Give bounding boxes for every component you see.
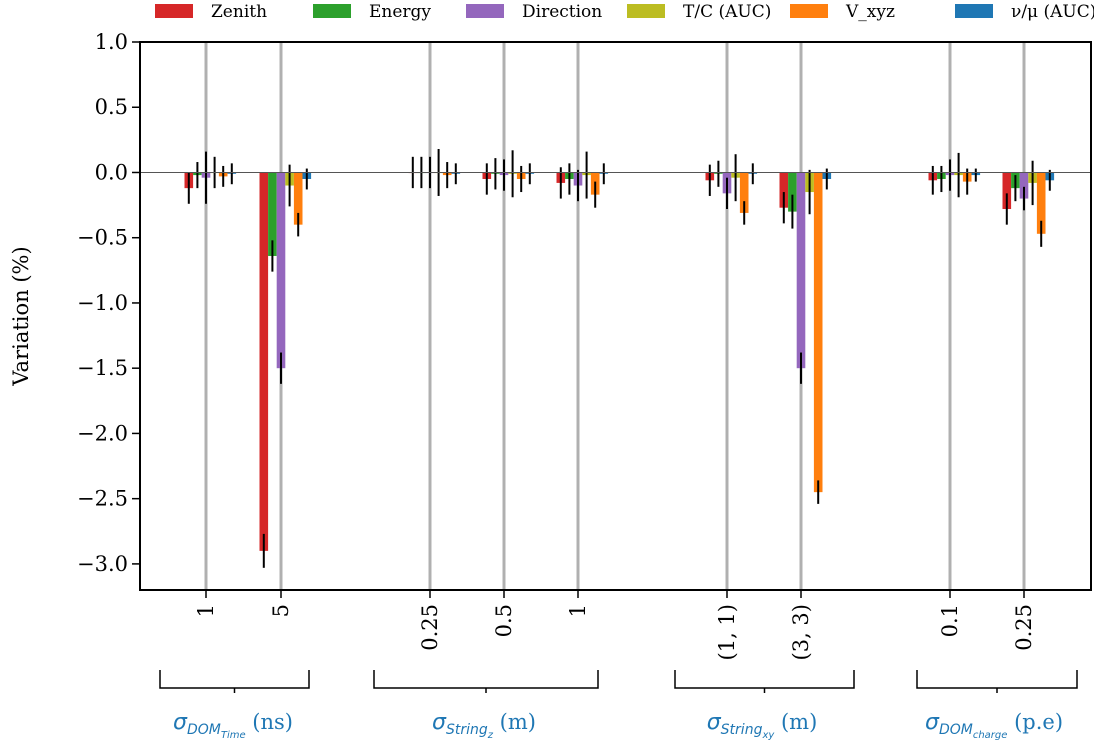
y-tick-label: −3.0 bbox=[77, 552, 128, 576]
legend-swatch bbox=[627, 4, 665, 18]
bar bbox=[276, 172, 286, 369]
legend: Zenith Energy Direction T/C (AUC) V_xyz ν/μ (… bbox=[155, 2, 1094, 22]
y-axis-label: Variation (%) bbox=[9, 246, 33, 386]
y-tick-label: 0.5 bbox=[95, 95, 128, 119]
y-tick-label: −1.0 bbox=[77, 291, 128, 315]
plot-frame bbox=[139, 41, 1092, 591]
legend-swatch bbox=[790, 4, 828, 18]
bar bbox=[796, 172, 806, 369]
bar bbox=[1002, 172, 1012, 210]
x-tick-label: 0.25 bbox=[418, 604, 442, 651]
bar bbox=[293, 172, 303, 225]
x-tick-label: 0.5 bbox=[492, 604, 516, 637]
bar bbox=[259, 172, 269, 551]
legend-swatch bbox=[955, 4, 993, 18]
group-label: σStringxy (m) bbox=[707, 710, 818, 741]
bar bbox=[788, 172, 797, 212]
y-tick-label: 0.0 bbox=[95, 160, 128, 184]
x-tick-label: 1 bbox=[194, 604, 218, 617]
error-bars bbox=[187, 148, 1051, 568]
x-tick-label: 5 bbox=[269, 604, 293, 617]
y-tick-label: 1.0 bbox=[95, 30, 128, 54]
legend-label: ν/μ (AUC) bbox=[1011, 2, 1094, 22]
legend-swatch bbox=[155, 4, 193, 18]
y-axis: 1.0 0.5 0.0 −0.5 −1.0 −1.5 −2.0 −2.5 −3.0 bbox=[77, 30, 140, 576]
x-axis: 1 5 0.25 0.5 1 (1, 1) (3, 3) 0.1 0.25 bbox=[194, 590, 1036, 660]
x-tick-label: (3, 3) bbox=[789, 604, 813, 660]
bar bbox=[1019, 172, 1029, 199]
legend-label: Energy bbox=[369, 2, 431, 22]
x-tick-label: 0.1 bbox=[938, 604, 962, 637]
group-label: σDOMcharge (p.e) bbox=[925, 710, 1063, 741]
group-bracket bbox=[916, 670, 1078, 689]
group-label: σStringz (m) bbox=[432, 710, 536, 741]
y-tick-label: −1.5 bbox=[77, 356, 128, 380]
bar bbox=[268, 172, 277, 256]
x-tick-label: 0.25 bbox=[1012, 604, 1036, 651]
bar bbox=[779, 172, 789, 208]
bars bbox=[184, 172, 1055, 551]
legend-label: Direction bbox=[522, 2, 602, 22]
y-tick-label: −2.5 bbox=[77, 487, 128, 511]
bar bbox=[813, 172, 823, 493]
legend-label: T/C (AUC) bbox=[683, 2, 771, 22]
group-label: σDOMTime (ns) bbox=[173, 710, 293, 741]
group-bracket bbox=[159, 670, 310, 689]
legend-swatch bbox=[466, 4, 504, 18]
x-tick-label: (1, 1) bbox=[715, 604, 739, 660]
bar bbox=[1036, 172, 1046, 234]
group-bracket bbox=[674, 670, 855, 689]
group-bracket bbox=[373, 670, 599, 689]
legend-swatch bbox=[313, 4, 351, 18]
vertical-grid bbox=[204, 42, 1026, 590]
legend-label: Zenith bbox=[211, 2, 267, 22]
bar bbox=[739, 172, 749, 213]
y-tick-label: −0.5 bbox=[77, 226, 128, 250]
x-tick-label: 1 bbox=[566, 604, 590, 617]
legend-label: V_xyz bbox=[845, 2, 895, 22]
group-labels: σDOMTime (ns) σStringz (m) σStringxy (m) σD… bbox=[159, 670, 1078, 741]
y-tick-label: −2.0 bbox=[77, 421, 128, 445]
